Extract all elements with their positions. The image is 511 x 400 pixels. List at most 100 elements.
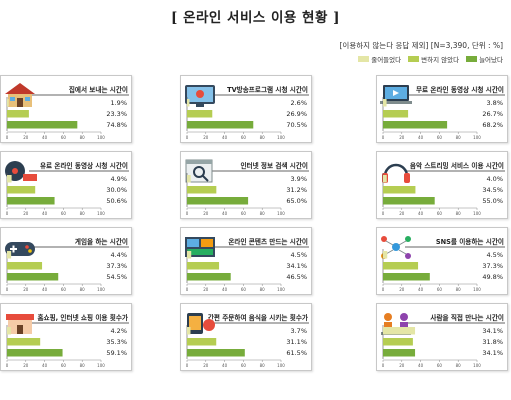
bar-increased (187, 273, 231, 281)
chart-title: 홈쇼핑, 인터넷 쇼핑 이용 횟수가 (37, 313, 128, 322)
data-label-decreased: 4.9% (110, 175, 127, 183)
x-tick-label: 0 (382, 211, 385, 216)
bar-decreased (7, 251, 12, 259)
bar-unchanged (383, 186, 416, 194)
x-tick-label: 40 (222, 135, 228, 140)
chart-panel: 간편 주문하여 음식을 시키는 횟수가 3.7% 31.1% 61.5% 0 20 40 60… (180, 303, 312, 371)
legend-label-unchanged: 변하지 않았다 (421, 56, 460, 64)
chart-panel: 온라인 콘텐츠 만드는 시간이 4.5% 34.1% 46.5% 0 20 40 60 80 10… (180, 227, 312, 295)
bar-chart: 집에서 보내는 시간이 1.9% 23.3% 74.8% 0 20 40 60 80 100 (5, 83, 129, 140)
x-tick-label: 100 (277, 211, 285, 216)
bar-decreased (187, 327, 191, 335)
x-tick-label: 20 (203, 211, 209, 216)
x-tick-label: 20 (23, 135, 29, 140)
chart-panel: 무료 온라인 동영상 시청 시간이 3.8% 26.7% 68.2% 0 20 40 60 80… (376, 75, 508, 143)
x-tick-label: 20 (23, 363, 29, 368)
chart-title: 유료 온라인 동영상 시청 시간이 (40, 161, 128, 170)
x-tick-label: 40 (222, 287, 228, 292)
chart-panel: 게임을 하는 시간이 4.4% 37.3% 54.5% 0 20 40 60 80 100 (0, 227, 132, 295)
chart-title: 무료 온라인 동영상 시청 시간이 (416, 85, 504, 94)
data-label-decreased: 4.4% (110, 251, 127, 259)
bar-chart: 인터넷 정보 검색 시간이 3.9% 31.2% 65.0% 0 20 40 60 80 100 (185, 159, 309, 216)
data-label-unchanged: 37.3% (106, 262, 127, 270)
x-tick-label: 100 (473, 363, 481, 368)
x-tick-label: 20 (399, 211, 405, 216)
x-tick-label: 60 (241, 135, 247, 140)
bar-increased (187, 121, 254, 129)
x-tick-label: 100 (277, 287, 285, 292)
x-tick-label: 40 (418, 287, 424, 292)
data-label-decreased: 4.5% (290, 251, 307, 259)
shopping-store-icon (6, 314, 34, 334)
chart-title: 온라인 콘텐츠 만드는 시간이 (228, 237, 308, 246)
bar-chart: 게임을 하는 시간이 4.4% 37.3% 54.5% 0 20 40 60 80 100 (5, 237, 129, 292)
x-tick-label: 0 (186, 211, 189, 216)
bar-increased (7, 197, 55, 205)
bar-increased (7, 349, 63, 357)
x-tick-label: 0 (6, 287, 9, 292)
bar-decreased (383, 327, 416, 335)
bar-decreased (187, 99, 190, 107)
chart-panel: 사람을 직접 만나는 시간이 34.1% 31.8% 34.1% 0 20 40 60 80 10… (376, 303, 508, 371)
bar-decreased (7, 99, 9, 107)
data-label-decreased: 4.2% (110, 327, 127, 335)
x-tick-label: 20 (399, 363, 405, 368)
house-icon (5, 83, 35, 107)
bar-increased (383, 197, 435, 205)
data-label-unchanged: 31.8% (482, 338, 503, 346)
data-label-increased: 70.5% (286, 121, 307, 129)
x-tick-label: 80 (456, 363, 462, 368)
x-tick-label: 0 (382, 363, 385, 368)
x-tick-label: 80 (80, 211, 86, 216)
x-tick-label: 100 (277, 363, 285, 368)
x-tick-label: 0 (186, 287, 189, 292)
x-tick-label: 0 (6, 135, 9, 140)
x-tick-label: 60 (437, 135, 443, 140)
x-tick-label: 60 (61, 135, 67, 140)
data-label-decreased: 34.1% (482, 327, 503, 335)
x-tick-label: 60 (61, 287, 67, 292)
data-label-increased: 59.1% (106, 349, 127, 357)
food-delivery-icon (187, 313, 215, 334)
bar-chart: 간편 주문하여 음식을 시키는 횟수가 3.7% 31.1% 61.5% 0 20 40 60… (186, 313, 309, 368)
x-tick-label: 80 (260, 135, 266, 140)
data-label-unchanged: 34.5% (482, 186, 503, 194)
data-label-unchanged: 23.3% (106, 110, 127, 118)
x-tick-label: 20 (203, 287, 209, 292)
bar-chart: 홈쇼핑, 인터넷 쇼핑 이용 횟수가 4.2% 35.3% 59.1% 0 20 40 60 8… (6, 313, 129, 368)
bar-unchanged (187, 262, 220, 270)
x-tick-label: 60 (241, 287, 247, 292)
data-label-decreased: 3.8% (486, 99, 503, 107)
x-tick-label: 80 (80, 287, 86, 292)
bar-increased (187, 349, 245, 357)
data-label-increased: 68.2% (482, 121, 503, 129)
x-tick-label: 80 (260, 287, 266, 292)
x-tick-label: 60 (61, 211, 67, 216)
x-tick-label: 80 (456, 135, 462, 140)
chart-title: SNS를 이용하는 시간이 (436, 237, 504, 246)
x-tick-label: 20 (203, 135, 209, 140)
bar-chart: 유료 온라인 동영상 시청 시간이 4.9% 30.0% 50.6% 0 20 40 60 80… (5, 161, 129, 216)
page-title: [ 온라인 서비스 이용 현황 ] (171, 10, 340, 26)
data-label-increased: 49.8% (482, 273, 503, 281)
x-tick-label: 40 (222, 211, 228, 216)
bar-unchanged (7, 186, 36, 194)
data-label-decreased: 4.0% (486, 175, 503, 183)
bar-decreased (383, 251, 388, 259)
search-browser-icon (185, 159, 213, 183)
x-tick-label: 0 (6, 211, 9, 216)
x-tick-label: 20 (399, 135, 405, 140)
data-label-unchanged: 31.2% (286, 186, 307, 194)
x-tick-label: 80 (260, 363, 266, 368)
x-tick-label: 80 (80, 363, 86, 368)
bar-decreased (7, 175, 12, 183)
x-tick-label: 80 (260, 211, 266, 216)
chart-title: 인터넷 정보 검색 시간이 (240, 161, 308, 170)
bar-decreased (7, 327, 11, 335)
bar-chart: 온라인 콘텐츠 만드는 시간이 4.5% 34.1% 46.5% 0 20 40 60 80 10… (185, 237, 309, 292)
chart-panel: TV방송프로그램 시청 시간이 2.6% 26.9% 70.5% 0 20 40 60 80 10… (180, 75, 312, 143)
video-editing-icon (185, 237, 215, 257)
x-tick-label: 60 (437, 287, 443, 292)
bar-decreased (187, 175, 191, 183)
data-label-increased: 61.5% (286, 349, 307, 357)
